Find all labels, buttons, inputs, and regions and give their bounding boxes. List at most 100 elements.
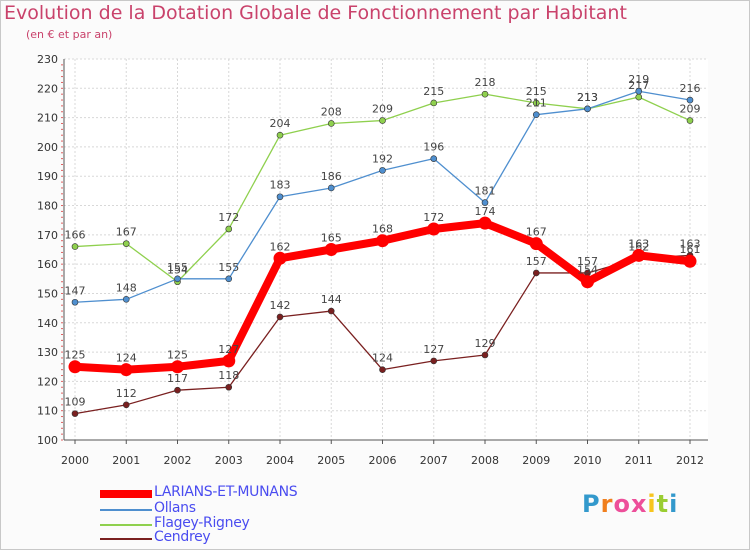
legend-item-flagey: Flagey-Rigney [100,515,360,533]
data-point-ollans [430,155,438,162]
data-point-larians [222,354,236,368]
data-point-ollans [122,296,130,303]
legend-swatch-ollans [100,509,152,511]
data-label-cendrey: 157 [526,255,547,268]
data-point-cendrey [122,401,130,409]
y-tick-label: 210 [37,112,58,125]
plot-area [64,59,708,440]
data-label-flagey: 204 [270,117,291,130]
data-label-ollans: 192 [372,152,393,165]
data-point-larians [171,360,184,374]
logo-letter: o [613,490,631,518]
data-label-ollans: 155 [218,261,239,274]
y-tick-label: 160 [37,258,58,271]
x-tick-label: 2001 [112,454,140,467]
legend-swatch-cendrey [100,538,152,540]
data-label-larians: 162 [270,240,291,253]
y-tick-label: 110 [37,405,58,418]
data-label-larians: 165 [321,232,342,245]
y-tick-label: 180 [37,200,58,213]
data-point-larians [119,363,133,377]
data-point-larians [427,222,441,236]
data-point-flagey [276,131,284,139]
y-tick-label: 220 [37,82,58,95]
logo-letter: x [630,490,648,518]
data-point-cendrey [174,386,181,394]
data-point-larians [68,360,82,374]
data-point-cendrey [430,357,438,365]
data-point-cendrey [225,383,233,391]
data-point-larians [683,254,697,268]
data-label-larians: 167 [526,226,547,239]
chart-title: Evolution de la Dotation Globale de Fonc… [4,2,627,24]
x-tick-label: 2002 [164,454,192,467]
data-label-larians: 174 [475,205,496,218]
data-point-ollans [686,96,694,104]
data-label-cendrey: 162 [628,240,649,253]
data-label-larians: 125 [65,349,86,362]
data-point-larians [478,216,492,230]
data-label-flagey: 166 [65,229,86,242]
data-point-ollans [635,87,643,95]
y-tick-label: 190 [37,170,58,183]
y-tick-label: 120 [37,375,58,388]
y-tick-label: 150 [37,287,58,300]
data-label-ollans: 148 [116,281,137,294]
data-label-flagey: 209 [372,103,393,116]
data-label-larians: 125 [167,349,188,362]
data-point-cendrey [327,307,335,315]
data-label-ollans: 196 [423,141,444,154]
data-label-larians: 168 [372,223,393,236]
data-point-cendrey [481,351,489,359]
legend-label-ollans: Ollans [154,500,196,516]
x-tick-label: 2011 [625,454,653,467]
data-label-larians: 154 [577,264,598,277]
data-label-cendrey: 118 [218,369,239,382]
data-label-flagey: 208 [321,105,342,118]
logo-letter: r [600,490,614,518]
legend-label-flagey: Flagey-Rigney [154,515,250,531]
data-label-ollans: 147 [65,284,86,297]
data-point-flagey [635,93,643,101]
data-label-larians: 163 [628,237,649,250]
data-point-cendrey [379,366,386,373]
data-label-cendrey: 117 [167,372,188,385]
x-tick-label: 2007 [420,454,448,467]
data-label-larians: 127 [218,343,239,356]
chart-subtitle: (en € et par an) [26,28,113,41]
data-label-flagey: 209 [680,103,701,116]
data-point-ollans [379,167,386,174]
data-point-larians [376,234,389,248]
data-label-flagey: 172 [218,211,239,224]
data-point-ollans [532,111,540,118]
data-point-cendrey [71,410,79,417]
data-point-ollans [71,298,79,306]
data-point-ollans [276,193,284,201]
data-label-flagey: 217 [628,79,649,92]
logo-letter: i [669,490,679,518]
data-label-cendrey: 109 [65,396,86,409]
data-point-flagey [532,99,540,107]
data-point-larians [581,275,594,289]
data-label-cendrey: 157 [577,255,598,268]
data-point-ollans [225,275,233,283]
data-label-ollans: 216 [680,82,701,95]
data-label-ollans: 213 [577,91,598,104]
data-label-flagey: 218 [475,76,496,89]
data-point-cendrey [532,269,540,277]
data-point-ollans [174,275,181,283]
data-point-flagey [379,117,386,124]
data-label-cendrey: 127 [423,343,444,356]
data-label-cendrey: 142 [270,299,291,312]
data-point-ollans [481,199,489,206]
data-label-ollans: 186 [321,170,342,183]
data-label-larians: 172 [423,211,444,224]
legend-item-larians: LARIANS-ET-MUNANS [100,484,360,502]
data-label-ollans: 219 [628,73,649,86]
data-point-ollans [327,184,335,192]
y-tick-label: 140 [37,317,58,330]
data-point-flagey [430,99,438,107]
data-point-flagey [71,243,79,250]
data-point-larians [632,248,646,262]
legend-label-cendrey: Cendrey [154,529,211,545]
